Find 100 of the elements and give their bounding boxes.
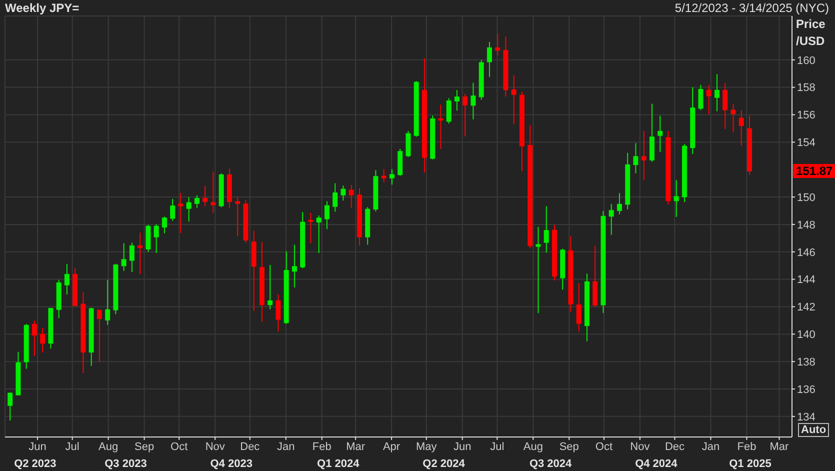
text: 151.87 bbox=[793, 164, 835, 178]
x2-tick-label: Q1 2024 bbox=[317, 458, 360, 470]
candlestick bbox=[658, 115, 663, 152]
candlestick bbox=[308, 212, 314, 244]
x-tick-label: Mar bbox=[770, 440, 790, 453]
chart-subtitle: 5/12/2023 - 3/14/2025 (NYC) bbox=[674, 1, 829, 15]
y-tick-label: 156 bbox=[797, 110, 816, 122]
candlestick bbox=[186, 196, 192, 222]
candlestick bbox=[616, 192, 622, 215]
candlestick bbox=[398, 148, 403, 176]
chart-title: Weekly JPY= bbox=[5, 1, 80, 15]
candlestick bbox=[544, 206, 549, 254]
candlestick bbox=[511, 74, 516, 125]
candlestick bbox=[121, 242, 126, 272]
candlestick bbox=[438, 104, 444, 150]
y-tick-label: 154 bbox=[797, 137, 816, 150]
candlestick bbox=[162, 216, 167, 234]
y-tick-label: 138 bbox=[797, 356, 816, 368]
candlestick bbox=[340, 184, 346, 202]
candlestick bbox=[316, 214, 322, 254]
candlestick bbox=[210, 171, 216, 214]
candlestick bbox=[32, 320, 37, 357]
candlestick bbox=[64, 264, 70, 296]
y-tick-label: 146 bbox=[797, 246, 816, 259]
x-tick-label: Dec bbox=[240, 440, 260, 453]
candlestick bbox=[348, 184, 354, 208]
y-tick-label: 150 bbox=[797, 192, 816, 204]
x2-tick-label: Q4 2023 bbox=[210, 458, 252, 470]
candlestick bbox=[8, 392, 13, 422]
x-tick-label: Feb bbox=[737, 440, 756, 453]
candlestick bbox=[722, 82, 728, 130]
x2-tick-label: Q1 2025 bbox=[729, 458, 772, 470]
candlestick bbox=[608, 203, 614, 236]
candlestick bbox=[536, 226, 541, 314]
candlestick bbox=[462, 93, 468, 137]
x-tick-label: Jul bbox=[490, 440, 504, 453]
candlestick bbox=[40, 327, 46, 354]
y-tick-label: 160 bbox=[797, 54, 816, 67]
x-tick-label: Jul bbox=[65, 440, 80, 453]
candlestick bbox=[276, 294, 281, 332]
x-tick-label: Apr bbox=[382, 440, 400, 453]
candlestick bbox=[730, 103, 736, 133]
x-tick-label: Aug bbox=[523, 440, 543, 453]
candlestick bbox=[698, 84, 704, 111]
candlestick bbox=[178, 192, 184, 234]
x-tick-label: Feb bbox=[312, 440, 332, 453]
y-tick-label: 148 bbox=[797, 219, 816, 232]
candlestick bbox=[486, 41, 492, 78]
candlestick bbox=[576, 282, 582, 332]
y-tick-label: 144 bbox=[797, 274, 816, 286]
candlestick bbox=[146, 224, 151, 253]
candlestick bbox=[324, 200, 330, 230]
x2-tick-label: Q2 2023 bbox=[14, 458, 56, 470]
y-tick-label: 158 bbox=[797, 82, 816, 94]
x-tick-label: Sep bbox=[559, 440, 579, 453]
candlestick bbox=[170, 198, 176, 222]
x-tick-label: Nov bbox=[205, 440, 226, 453]
candlestick bbox=[738, 110, 744, 146]
candlestick bbox=[641, 130, 646, 181]
candlestick bbox=[105, 279, 110, 326]
x-tick-label: Dec bbox=[664, 440, 686, 453]
candlestick bbox=[633, 142, 638, 174]
x2-tick-label: Q3 2024 bbox=[529, 458, 573, 470]
candlestick bbox=[96, 308, 102, 362]
text: Auto bbox=[798, 423, 830, 437]
candlestick bbox=[649, 103, 654, 162]
candlestick bbox=[154, 224, 159, 254]
x2-tick-label: Q3 2023 bbox=[104, 458, 147, 470]
candlestick bbox=[406, 130, 411, 158]
y-tick-label: 136 bbox=[797, 384, 816, 396]
candlestick bbox=[268, 264, 273, 310]
x-tick-label: Jun bbox=[453, 440, 472, 453]
x-tick-label: May bbox=[416, 440, 438, 453]
candlestick bbox=[446, 98, 452, 124]
x-tick-label: Jan bbox=[702, 440, 720, 453]
x-tick-label: Mar bbox=[346, 440, 366, 453]
x-tick-label: Nov bbox=[630, 440, 650, 453]
x2-tick-label: Q2 2024 bbox=[422, 458, 466, 470]
candlestick bbox=[129, 242, 134, 273]
x-tick-label: Oct bbox=[170, 440, 188, 453]
x-tick-label: Jan bbox=[277, 440, 295, 453]
candlestick bbox=[470, 82, 476, 120]
candlestick bbox=[138, 232, 143, 275]
y-tick-label: 134 bbox=[797, 411, 816, 424]
candlestick bbox=[235, 196, 240, 237]
candlestick bbox=[202, 185, 208, 207]
candlestick bbox=[332, 182, 338, 212]
candlestick bbox=[389, 168, 394, 186]
x-tick-label: Aug bbox=[98, 440, 118, 453]
candlestick bbox=[714, 74, 720, 112]
x-tick-label: Jun bbox=[28, 440, 46, 453]
candlestick bbox=[454, 90, 460, 112]
y-tick-label: 140 bbox=[797, 329, 816, 342]
candlestick bbox=[674, 179, 679, 218]
candlestick bbox=[292, 244, 297, 288]
y-axis-title: Price /USD bbox=[796, 16, 826, 50]
candlestick bbox=[194, 194, 200, 208]
candlestick bbox=[381, 168, 386, 183]
candlestick bbox=[495, 33, 500, 56]
candlestick bbox=[706, 84, 712, 115]
